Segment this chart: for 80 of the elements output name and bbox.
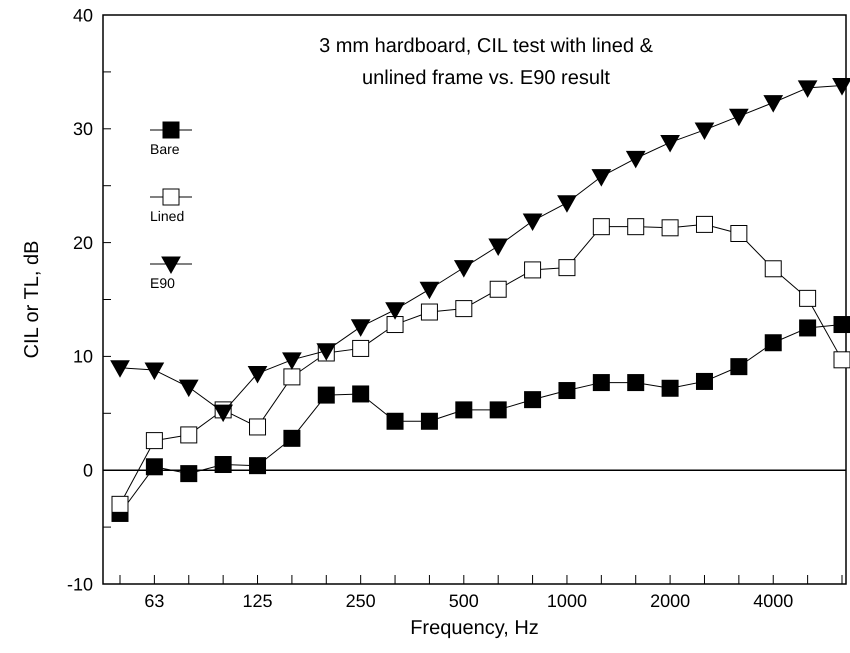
point [764,260,782,278]
point [523,213,542,230]
y-tick-label: 20 [72,232,93,253]
point [351,319,370,336]
point [662,219,679,236]
x-tick-label: 500 [448,591,479,611]
point [386,412,404,430]
point [660,134,680,152]
point [110,360,130,378]
point [834,351,850,368]
point [488,238,508,256]
point [696,372,713,390]
x-tick-label: 2000 [650,591,690,611]
point [694,122,714,140]
point [282,352,302,370]
point [730,224,748,242]
legend-label: Lined [150,208,184,224]
text: 3 mm hardboard, CIL test with lined & unlined frame vs. E90 result [319,35,654,89]
point [799,319,816,336]
point [592,374,610,392]
point [112,496,128,513]
point [249,418,266,436]
x-tick-label: 250 [346,591,376,611]
point [627,374,644,392]
point [662,380,679,397]
point [283,430,300,447]
point [834,316,850,334]
point [764,95,783,112]
legend-label: E90 [150,275,176,291]
point [524,391,542,408]
x-axis-title: Frequency, Hz [410,617,539,639]
point [592,218,610,236]
point [214,456,232,474]
point [524,261,542,278]
point [144,362,164,380]
point [386,302,405,320]
point [490,401,507,418]
y-axis-title: CIL or TL, dB [21,240,43,358]
point [592,169,611,186]
point [352,385,370,402]
x-tick-label: 4000 [753,591,794,611]
point [420,412,438,430]
point [318,386,335,404]
point [214,404,233,422]
point [455,300,472,318]
point [180,465,198,482]
y-tick-label: -10 [66,574,93,594]
point [146,458,163,476]
point [180,426,198,444]
y-tick-label: 30 [72,119,93,140]
point [557,195,576,212]
x-tick-label: 125 [242,591,273,611]
point [626,150,646,168]
x-tick-label: 63 [144,591,164,611]
point [558,259,576,276]
point [764,334,782,352]
y-tick-label: 10 [72,346,93,367]
point [249,457,266,474]
point [627,218,644,236]
x-tick-label: 1000 [546,591,587,611]
point [730,358,748,376]
point [558,382,576,400]
point [696,216,713,233]
y-tick-label: 40 [72,5,93,26]
point [798,80,818,98]
point [283,368,300,386]
point [490,280,507,298]
point [799,290,816,307]
point [455,401,472,418]
point [454,260,474,278]
legend-label: Bare [150,141,180,157]
point [248,366,268,383]
y-tick-label: 0 [82,460,93,480]
point [146,432,163,450]
point [420,282,439,299]
point [729,108,748,126]
point [386,316,404,334]
point [352,340,370,357]
point [420,304,438,321]
point [179,380,198,397]
